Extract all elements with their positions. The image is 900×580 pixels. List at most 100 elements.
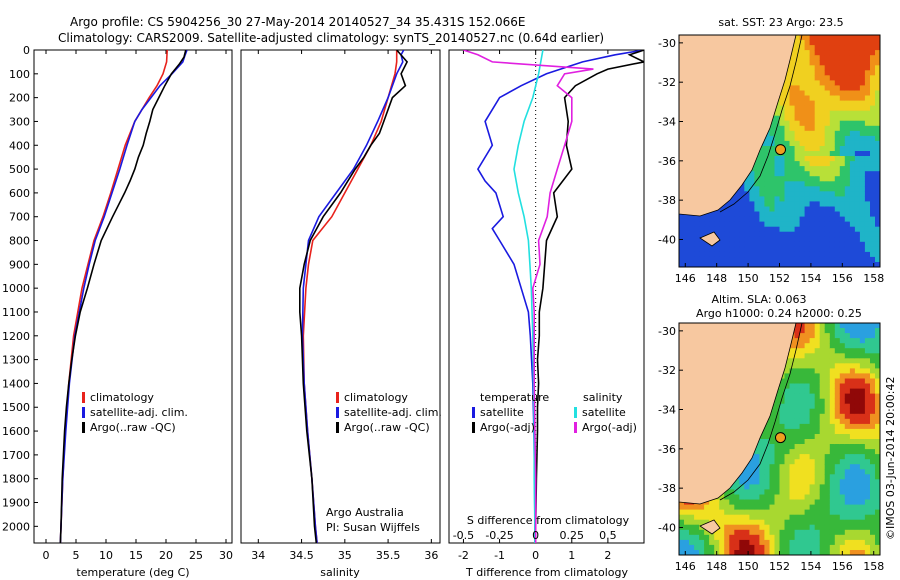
grid-cell: [875, 176, 880, 182]
grid-cell: [784, 241, 790, 248]
grid-cell: [870, 514, 876, 521]
grid-cell: [875, 428, 880, 435]
grid-cell: [764, 151, 770, 157]
grid-cell: [864, 529, 871, 536]
grid-cell: [864, 408, 871, 415]
grid-cell: [864, 454, 871, 460]
grid-cell: [779, 125, 785, 132]
grid-cell: [854, 60, 861, 66]
grid-cell: [819, 176, 826, 182]
grid-cell: [774, 484, 780, 490]
grid-cell: [804, 251, 811, 258]
grid-cell: [714, 514, 720, 521]
grid-cell: [804, 373, 811, 379]
grid-cell: [774, 534, 780, 541]
grid-cell: [859, 176, 866, 182]
grid-cell: [829, 469, 836, 475]
grid-cell: [809, 151, 816, 157]
grid-cell: [759, 514, 765, 521]
grid-cell: [834, 191, 841, 197]
grid-cell: [764, 146, 770, 152]
grid-cell: [834, 206, 841, 212]
grid-cell: [824, 191, 831, 197]
grid-cell: [854, 464, 861, 470]
grid-cell: [799, 469, 806, 475]
grid-cell: [824, 115, 831, 122]
grid-cell: [804, 403, 811, 410]
grid-cell: [819, 75, 826, 81]
grid-cell: [834, 363, 841, 369]
grid-cell: [839, 524, 846, 531]
grid-cell: [799, 428, 806, 435]
grid-cell: [875, 479, 880, 485]
grid-cell: [809, 80, 816, 86]
grid-cell: [870, 444, 876, 450]
grid-cell: [769, 120, 775, 127]
header-line-1: Argo profile: CS 5904256_30 27-May-2014 …: [70, 15, 525, 29]
grid-cell: [870, 418, 876, 425]
grid-cell: [764, 464, 770, 470]
grid-cell: [774, 408, 780, 415]
grid-cell: [724, 529, 730, 536]
grid-cell: [864, 100, 871, 107]
x-tick-label: 0: [532, 549, 539, 562]
grid-cell: [849, 494, 856, 500]
grid-cell: [749, 211, 755, 217]
y-tick-label: 2000: [2, 520, 30, 533]
grid-cell: [759, 484, 765, 490]
grid-cell: [764, 479, 770, 485]
grid-cell: [809, 161, 816, 167]
grid-cell: [829, 251, 836, 258]
grid-cell: [834, 333, 841, 339]
grid-cell: [839, 428, 846, 435]
series-line-2: [59, 50, 187, 543]
grid-cell: [679, 514, 685, 521]
grid-cell: [779, 181, 785, 187]
grid-cell: [870, 115, 876, 122]
grid-cell: [875, 115, 880, 122]
grid-cell: [699, 256, 705, 263]
grid-cell: [779, 130, 785, 137]
grid-cell: [834, 353, 841, 359]
grid-cell: [774, 206, 780, 212]
grid-cell: [789, 484, 795, 490]
grid-cell: [769, 524, 775, 531]
grid-cell: [719, 246, 725, 253]
grid-cell: [839, 60, 846, 66]
grid-cell: [859, 181, 866, 187]
grid-cell: [804, 176, 811, 182]
grid-cell: [809, 35, 816, 41]
grid-cell: [794, 262, 801, 267]
grid-cell: [844, 186, 851, 192]
grid-cell: [875, 196, 880, 202]
s-tick-label: 0: [532, 529, 539, 542]
grid-cell: [764, 494, 770, 500]
grid-cell: [870, 524, 876, 531]
grid-cell: [839, 423, 846, 430]
grid-cell: [809, 40, 816, 46]
salinity-tick-labels: 34 34.5 35 35.5 36: [251, 50, 438, 562]
grid-cell: [759, 246, 765, 253]
grid-cell: [864, 231, 871, 238]
grid-cell: [804, 494, 811, 500]
grid-cell: [819, 403, 826, 410]
grid-cell: [779, 454, 785, 460]
grid-cell: [789, 196, 795, 202]
grid-cell: [839, 504, 846, 511]
grid-cell: [814, 454, 821, 460]
grid-cell: [759, 201, 765, 207]
grid-cell: [784, 509, 790, 516]
grid-cell: [714, 534, 720, 541]
legend-swatch-t-satellite: [472, 407, 475, 418]
grid-cell: [834, 201, 841, 207]
grid-cell: [799, 544, 806, 551]
grid-cell: [870, 146, 876, 152]
grid-cell: [769, 161, 775, 167]
grid-cell: [864, 353, 871, 359]
grid-cell: [824, 388, 831, 395]
grid-cell: [819, 140, 826, 147]
grid-cell: [849, 524, 856, 531]
grid-cell: [814, 444, 821, 450]
grid-cell: [779, 201, 785, 207]
grid-cell: [724, 550, 730, 555]
